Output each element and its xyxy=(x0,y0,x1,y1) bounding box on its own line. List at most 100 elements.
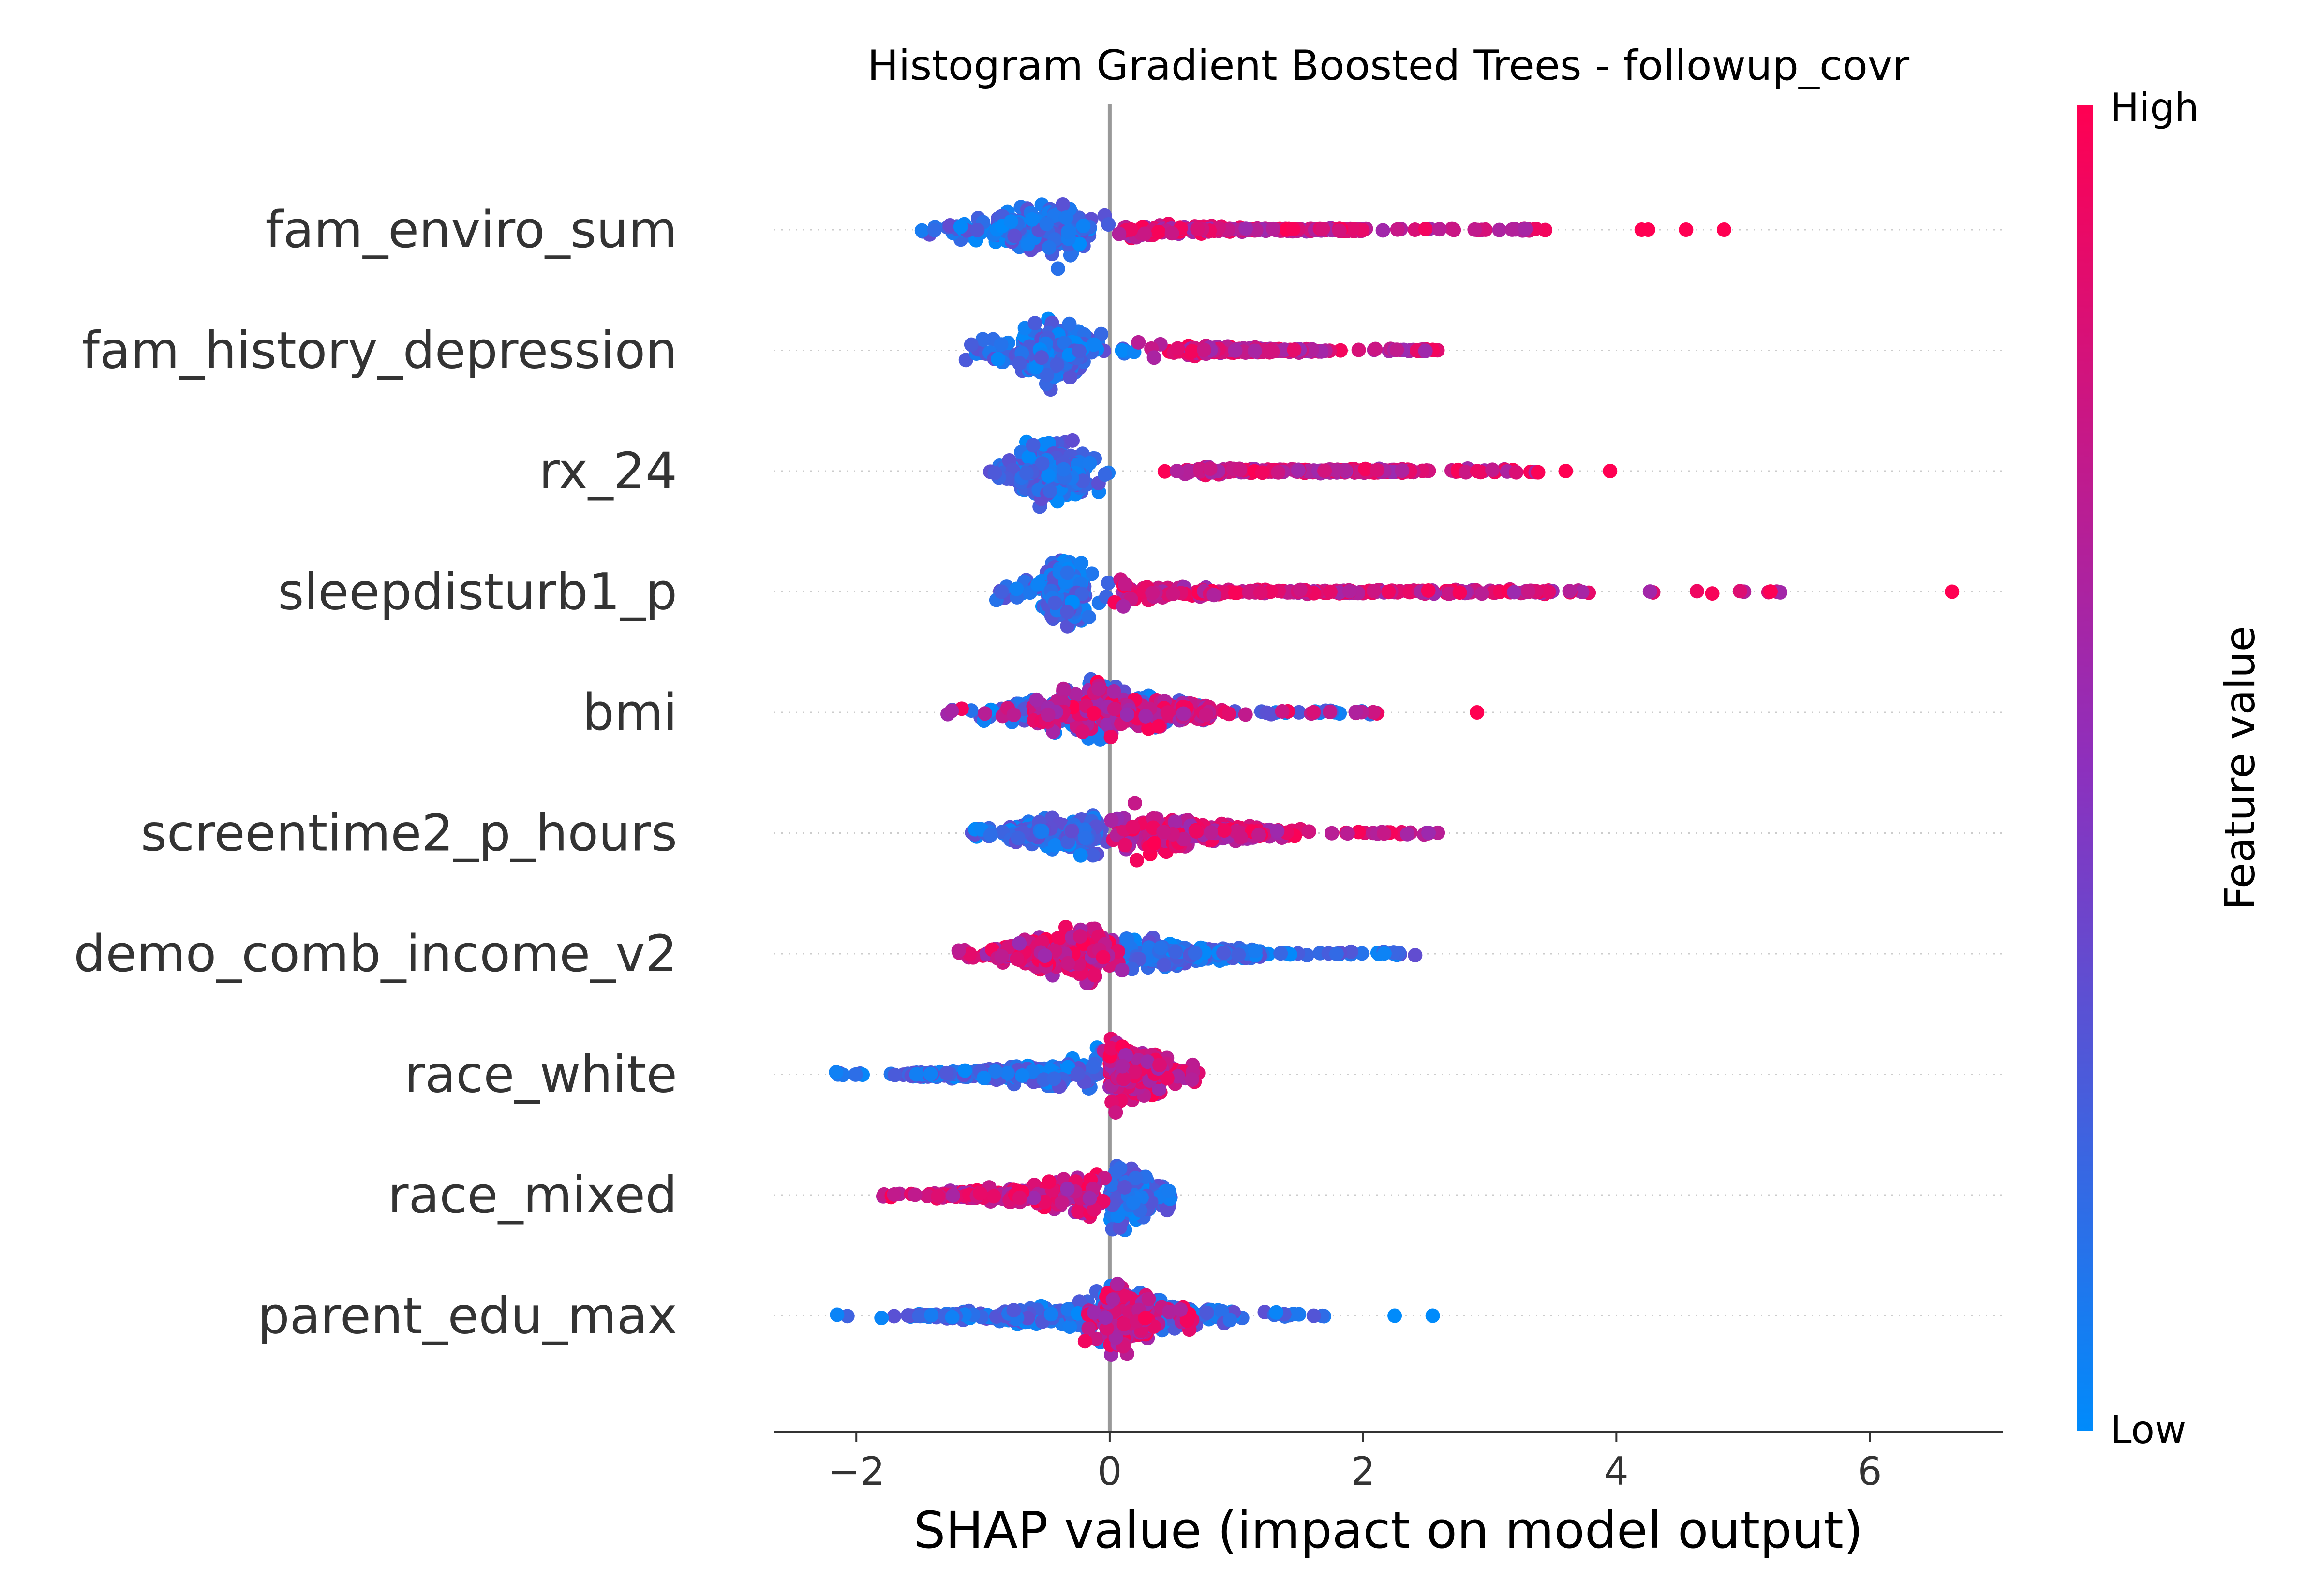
shap-point xyxy=(1306,705,1321,720)
shap-point xyxy=(1098,467,1113,482)
shap-point xyxy=(1068,687,1083,702)
shap-point xyxy=(1063,370,1078,385)
shap-point xyxy=(1340,826,1355,841)
shap-point xyxy=(1116,599,1131,614)
shap-point xyxy=(1010,951,1025,966)
shap-point xyxy=(1474,586,1489,601)
shap-point xyxy=(1107,701,1122,716)
shap-point-outlier xyxy=(1945,584,1960,599)
shap-point xyxy=(1203,461,1218,476)
feature-label: sleepdisturb1_p xyxy=(278,562,677,621)
shap-point xyxy=(1264,707,1279,722)
shap-point xyxy=(1251,828,1266,842)
shap-point xyxy=(874,1310,889,1325)
shap-point xyxy=(1060,1182,1075,1197)
shap-point xyxy=(1151,719,1166,734)
shap-point xyxy=(1231,947,1246,962)
shap-point xyxy=(1408,948,1423,963)
shap-point xyxy=(1315,222,1330,236)
shap-point xyxy=(1116,1071,1131,1086)
feature-points-demo_comb_income_v2 xyxy=(951,920,1423,990)
shap-point xyxy=(1156,824,1171,839)
shap-point xyxy=(1086,848,1101,863)
shap-point xyxy=(1332,223,1347,238)
shap-point xyxy=(1442,586,1457,601)
shap-point xyxy=(1204,825,1219,840)
feature-points-rx_24 xyxy=(983,433,1618,514)
shap-point xyxy=(976,332,991,347)
shap-point xyxy=(1265,344,1280,359)
shap-point xyxy=(1035,456,1050,471)
shap-point xyxy=(1418,222,1433,236)
feature-points-race_mixed xyxy=(876,1159,1178,1237)
shap-point xyxy=(1063,248,1078,263)
shap-point xyxy=(1009,581,1024,596)
shap-point xyxy=(1117,577,1132,592)
shap-point xyxy=(976,1070,991,1085)
shap-point xyxy=(977,706,992,721)
shap-point xyxy=(1238,707,1253,722)
shap-point xyxy=(1035,824,1050,839)
shap-point xyxy=(1025,212,1040,227)
shap-point xyxy=(953,219,968,234)
shap-point xyxy=(1146,350,1161,365)
shap-point xyxy=(1021,450,1036,465)
shap-point xyxy=(970,222,985,237)
shap-point xyxy=(1292,705,1307,720)
shap-point xyxy=(1086,337,1101,352)
shap-point xyxy=(942,218,957,233)
shap-point xyxy=(1123,222,1138,237)
shap-point xyxy=(1072,236,1087,251)
shap-point xyxy=(964,337,979,352)
shap-point xyxy=(1265,221,1280,236)
shap-point xyxy=(1507,585,1522,600)
shap-points xyxy=(829,197,1960,1362)
feature-label: bmi xyxy=(582,683,677,742)
shap-point xyxy=(1184,344,1199,359)
shap-point xyxy=(1043,1307,1058,1322)
shap-point xyxy=(1103,729,1118,744)
shap-point xyxy=(1115,963,1130,978)
shap-point xyxy=(1131,335,1146,350)
shap-point xyxy=(1161,1183,1176,1198)
shap-point xyxy=(1432,222,1447,237)
shap-point xyxy=(1366,583,1381,598)
shap-point xyxy=(1541,584,1556,599)
shap-point xyxy=(1073,848,1088,863)
shap-point xyxy=(1763,584,1778,599)
feature-label: race_mixed xyxy=(388,1166,677,1225)
shap-point xyxy=(1006,1303,1021,1318)
shap-point xyxy=(830,1307,845,1322)
shap-point xyxy=(1145,586,1160,601)
shap-point xyxy=(1421,583,1436,598)
shap-point xyxy=(1408,222,1423,237)
shap-point xyxy=(1112,226,1127,241)
shap-point xyxy=(944,703,959,718)
shap-point xyxy=(1348,705,1363,720)
shap-point xyxy=(1358,461,1373,476)
shap-point xyxy=(994,584,1009,599)
shap-point xyxy=(1019,466,1034,481)
shap-point xyxy=(829,1064,844,1079)
shap-point xyxy=(931,1189,946,1204)
shap-point xyxy=(1375,223,1390,238)
shap-point xyxy=(848,1067,863,1082)
shap-point xyxy=(1027,316,1042,331)
shap-point xyxy=(1117,1180,1132,1195)
feature-points-sleepdisturb1_p xyxy=(989,553,1960,634)
shap-point xyxy=(1072,929,1087,944)
feature-points-screentime2_p_hours xyxy=(965,796,1445,868)
feature-points-parent_edu_max xyxy=(830,1276,1440,1362)
shap-point xyxy=(1575,584,1590,599)
shap-point xyxy=(887,1187,902,1202)
shap-point xyxy=(1052,931,1067,946)
shap-point xyxy=(1377,946,1392,961)
shap-point xyxy=(1104,813,1119,828)
shap-point xyxy=(1157,464,1172,479)
shap-point xyxy=(1164,226,1179,241)
shap-point-outlier xyxy=(1679,222,1694,237)
shap-point xyxy=(1199,707,1214,722)
shap-point xyxy=(887,1309,902,1324)
